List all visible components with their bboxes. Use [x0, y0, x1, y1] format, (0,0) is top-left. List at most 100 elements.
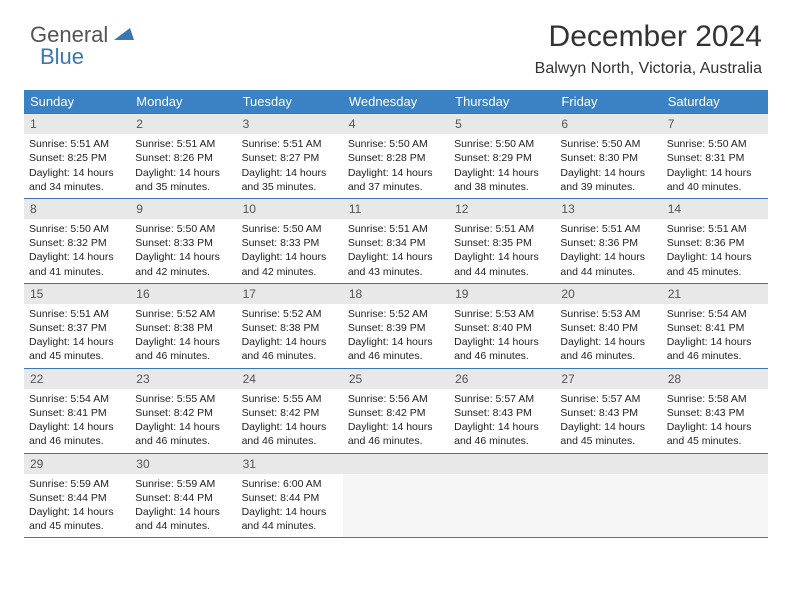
- day-number: 27: [555, 369, 661, 389]
- daylight-line: Daylight: 14 hours and 46 minutes.: [348, 420, 444, 448]
- day-number: 15: [24, 284, 130, 304]
- calendar-day-cell: 10Sunrise: 5:50 AMSunset: 8:33 PMDayligh…: [237, 199, 343, 283]
- sunrise-line: Sunrise: 5:50 AM: [348, 137, 444, 151]
- day-body: Sunrise: 5:50 AMSunset: 8:31 PMDaylight:…: [662, 134, 768, 198]
- sunset-line: Sunset: 8:39 PM: [348, 321, 444, 335]
- daylight-line: Daylight: 14 hours and 41 minutes.: [29, 250, 125, 278]
- sunrise-line: Sunrise: 5:52 AM: [348, 307, 444, 321]
- daylight-line: Daylight: 14 hours and 45 minutes.: [29, 505, 125, 533]
- day-body: Sunrise: 5:57 AMSunset: 8:43 PMDaylight:…: [555, 389, 661, 453]
- daylight-line: Daylight: 14 hours and 42 minutes.: [135, 250, 231, 278]
- calendar-day-cell: 22Sunrise: 5:54 AMSunset: 8:41 PMDayligh…: [24, 369, 130, 453]
- daylight-line: Daylight: 14 hours and 42 minutes.: [242, 250, 338, 278]
- sunrise-line: Sunrise: 5:51 AM: [242, 137, 338, 151]
- daylight-line: Daylight: 14 hours and 46 minutes.: [242, 335, 338, 363]
- sunrise-line: Sunrise: 5:51 AM: [667, 222, 763, 236]
- sunrise-line: Sunrise: 5:50 AM: [667, 137, 763, 151]
- calendar-day-cell: 23Sunrise: 5:55 AMSunset: 8:42 PMDayligh…: [130, 369, 236, 453]
- day-body: Sunrise: 5:50 AMSunset: 8:29 PMDaylight:…: [449, 134, 555, 198]
- calendar-day-cell: 15Sunrise: 5:51 AMSunset: 8:37 PMDayligh…: [24, 284, 130, 368]
- daylight-line: Daylight: 14 hours and 45 minutes.: [29, 335, 125, 363]
- day-number: 7: [662, 114, 768, 134]
- calendar-day-cell: 8Sunrise: 5:50 AMSunset: 8:32 PMDaylight…: [24, 199, 130, 283]
- day-body: Sunrise: 5:51 AMSunset: 8:36 PMDaylight:…: [662, 219, 768, 283]
- day-body: Sunrise: 5:51 AMSunset: 8:26 PMDaylight:…: [130, 134, 236, 198]
- daylight-line: Daylight: 14 hours and 44 minutes.: [242, 505, 338, 533]
- sunset-line: Sunset: 8:42 PM: [348, 406, 444, 420]
- sunset-line: Sunset: 8:34 PM: [348, 236, 444, 250]
- calendar-day-cell: 24Sunrise: 5:55 AMSunset: 8:42 PMDayligh…: [237, 369, 343, 453]
- calendar-day-cell: [662, 454, 768, 538]
- day-number: 11: [343, 199, 449, 219]
- sunrise-line: Sunrise: 5:50 AM: [454, 137, 550, 151]
- day-number: 21: [662, 284, 768, 304]
- day-number: 20: [555, 284, 661, 304]
- sunrise-line: Sunrise: 5:56 AM: [348, 392, 444, 406]
- day-body: Sunrise: 5:50 AMSunset: 8:33 PMDaylight:…: [130, 219, 236, 283]
- weekday-header: Monday: [130, 90, 236, 113]
- sunrise-line: Sunrise: 6:00 AM: [242, 477, 338, 491]
- sunset-line: Sunset: 8:40 PM: [560, 321, 656, 335]
- sunset-line: Sunset: 8:41 PM: [667, 321, 763, 335]
- day-number: 8: [24, 199, 130, 219]
- sunrise-line: Sunrise: 5:54 AM: [667, 307, 763, 321]
- day-body: Sunrise: 5:50 AMSunset: 8:30 PMDaylight:…: [555, 134, 661, 198]
- calendar-day-cell: 11Sunrise: 5:51 AMSunset: 8:34 PMDayligh…: [343, 199, 449, 283]
- day-number: 10: [237, 199, 343, 219]
- day-body: Sunrise: 5:56 AMSunset: 8:42 PMDaylight:…: [343, 389, 449, 453]
- sunset-line: Sunset: 8:37 PM: [29, 321, 125, 335]
- calendar-day-cell: 21Sunrise: 5:54 AMSunset: 8:41 PMDayligh…: [662, 284, 768, 368]
- day-body: Sunrise: 5:59 AMSunset: 8:44 PMDaylight:…: [130, 474, 236, 538]
- calendar-bottom-border: [24, 537, 768, 538]
- day-number: 12: [449, 199, 555, 219]
- day-body: Sunrise: 5:51 AMSunset: 8:35 PMDaylight:…: [449, 219, 555, 283]
- day-body: Sunrise: 5:50 AMSunset: 8:32 PMDaylight:…: [24, 219, 130, 283]
- daylight-line: Daylight: 14 hours and 38 minutes.: [454, 166, 550, 194]
- weekday-header: Friday: [555, 90, 661, 113]
- day-body: Sunrise: 5:54 AMSunset: 8:41 PMDaylight:…: [24, 389, 130, 453]
- calendar-day-cell: 16Sunrise: 5:52 AMSunset: 8:38 PMDayligh…: [130, 284, 236, 368]
- calendar-day-cell: 2Sunrise: 5:51 AMSunset: 8:26 PMDaylight…: [130, 114, 236, 198]
- calendar-day-cell: 1Sunrise: 5:51 AMSunset: 8:25 PMDaylight…: [24, 114, 130, 198]
- sunrise-line: Sunrise: 5:50 AM: [560, 137, 656, 151]
- day-number: 29: [24, 454, 130, 474]
- weekday-header: Wednesday: [343, 90, 449, 113]
- weekday-header: Tuesday: [237, 90, 343, 113]
- sunrise-line: Sunrise: 5:50 AM: [135, 222, 231, 236]
- sunset-line: Sunset: 8:44 PM: [29, 491, 125, 505]
- day-body: Sunrise: 5:52 AMSunset: 8:38 PMDaylight:…: [237, 304, 343, 368]
- day-number: 25: [343, 369, 449, 389]
- calendar-day-cell: 13Sunrise: 5:51 AMSunset: 8:36 PMDayligh…: [555, 199, 661, 283]
- day-number: 19: [449, 284, 555, 304]
- calendar-day-cell: 17Sunrise: 5:52 AMSunset: 8:38 PMDayligh…: [237, 284, 343, 368]
- sunset-line: Sunset: 8:43 PM: [454, 406, 550, 420]
- day-body: Sunrise: 6:00 AMSunset: 8:44 PMDaylight:…: [237, 474, 343, 538]
- location-subtitle: Balwyn North, Victoria, Australia: [24, 60, 768, 78]
- day-number: 2: [130, 114, 236, 134]
- sunrise-line: Sunrise: 5:55 AM: [242, 392, 338, 406]
- calendar-day-cell: 20Sunrise: 5:53 AMSunset: 8:40 PMDayligh…: [555, 284, 661, 368]
- sunset-line: Sunset: 8:32 PM: [29, 236, 125, 250]
- day-body: Sunrise: 5:50 AMSunset: 8:33 PMDaylight:…: [237, 219, 343, 283]
- sunset-line: Sunset: 8:44 PM: [242, 491, 338, 505]
- daylight-line: Daylight: 14 hours and 44 minutes.: [135, 505, 231, 533]
- sunset-line: Sunset: 8:30 PM: [560, 151, 656, 165]
- daylight-line: Daylight: 14 hours and 40 minutes.: [667, 166, 763, 194]
- sunrise-line: Sunrise: 5:52 AM: [135, 307, 231, 321]
- day-number: [662, 454, 768, 474]
- daylight-line: Daylight: 14 hours and 46 minutes.: [135, 335, 231, 363]
- sunset-line: Sunset: 8:25 PM: [29, 151, 125, 165]
- day-number: 31: [237, 454, 343, 474]
- logo-triangle-icon: [114, 26, 134, 47]
- calendar-day-cell: 25Sunrise: 5:56 AMSunset: 8:42 PMDayligh…: [343, 369, 449, 453]
- calendar-week-row: 15Sunrise: 5:51 AMSunset: 8:37 PMDayligh…: [24, 283, 768, 368]
- day-body: Sunrise: 5:58 AMSunset: 8:43 PMDaylight:…: [662, 389, 768, 453]
- sunrise-line: Sunrise: 5:50 AM: [29, 222, 125, 236]
- daylight-line: Daylight: 14 hours and 37 minutes.: [348, 166, 444, 194]
- calendar-day-cell: [449, 454, 555, 538]
- day-number: 16: [130, 284, 236, 304]
- calendar-day-cell: 26Sunrise: 5:57 AMSunset: 8:43 PMDayligh…: [449, 369, 555, 453]
- daylight-line: Daylight: 14 hours and 44 minutes.: [560, 250, 656, 278]
- sunrise-line: Sunrise: 5:57 AM: [560, 392, 656, 406]
- daylight-line: Daylight: 14 hours and 45 minutes.: [667, 420, 763, 448]
